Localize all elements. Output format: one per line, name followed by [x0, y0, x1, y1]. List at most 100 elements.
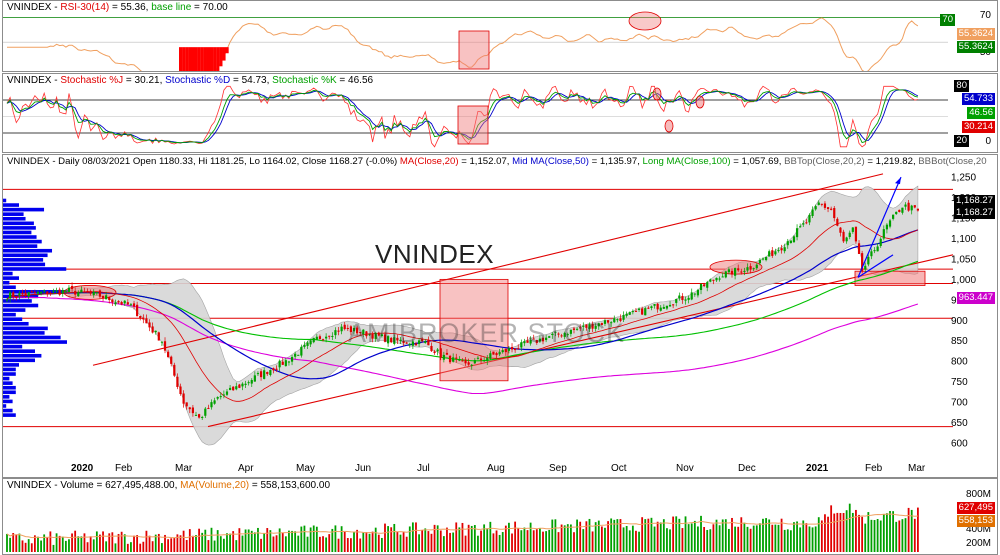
rsi-panel[interactable]: VNINDEX - RSI-30(14) = 55.36, base line …	[2, 0, 998, 72]
candle-body	[501, 350, 504, 353]
candle-body	[157, 332, 160, 341]
candle-body	[761, 258, 765, 260]
stochastic-panel[interactable]: VNINDEX - Stochastic %J = 30.21, Stochas…	[2, 73, 998, 153]
candle-body	[668, 304, 672, 307]
candle-body	[383, 334, 387, 342]
candle-body	[185, 402, 188, 407]
candle-body	[541, 337, 545, 342]
volume-bar	[275, 535, 278, 552]
volume-bar	[213, 540, 216, 552]
volume-bar	[312, 525, 315, 552]
volume-bar	[40, 540, 42, 552]
volume-bar	[740, 517, 743, 552]
volume-profile-bar	[3, 267, 67, 271]
candle-body	[656, 303, 659, 310]
volume-bar	[573, 532, 575, 552]
volume-panel[interactable]: VNINDEX - Volume = 627,495,488.00, MA(Vo…	[2, 478, 998, 555]
candle-body	[111, 299, 114, 303]
candle-body	[334, 330, 337, 336]
candle-body	[300, 346, 303, 356]
stoch-j-line	[6, 85, 918, 148]
candle-body	[368, 334, 371, 336]
rsi-oversold-fill	[179, 47, 183, 71]
volume-profile-bar	[3, 363, 19, 367]
volume-bar	[380, 537, 383, 552]
candle-body	[842, 231, 845, 242]
price-panel[interactable]: VNINDEX - Daily 08/03/2021 Open 1180.33,…	[2, 154, 998, 478]
candle-body	[514, 348, 517, 351]
volume-bar	[697, 526, 699, 552]
rsi-oversold-fill	[194, 47, 198, 71]
volume-profile-bar	[3, 335, 61, 340]
price-axis-label: 1,150	[951, 214, 976, 225]
candle-body	[888, 220, 892, 227]
candle-body	[448, 355, 452, 363]
volume-bar	[377, 534, 380, 552]
volume-bar	[687, 524, 690, 552]
stoch-d-line	[6, 89, 919, 144]
volume-bar	[219, 536, 222, 552]
candle-body	[396, 337, 399, 341]
volume-bar	[712, 524, 715, 552]
trend-channel-line	[92, 173, 884, 366]
candle-body	[752, 268, 755, 270]
candle-body	[687, 297, 690, 300]
candle-body	[572, 328, 576, 330]
volume-bar	[622, 527, 625, 552]
volume-bar	[325, 537, 328, 552]
volume-bar	[424, 528, 427, 552]
volume-bar	[597, 520, 600, 552]
volume-bar	[399, 534, 402, 552]
candle-body	[414, 343, 418, 346]
candle-body	[179, 386, 182, 394]
volume-profile-bar	[3, 226, 36, 230]
volume-bar	[706, 529, 709, 552]
candle-body	[328, 335, 331, 337]
vol-tag-vol: 627,495	[956, 502, 995, 514]
candle-body	[712, 279, 715, 281]
candle-body	[483, 360, 486, 362]
volume-profile-bar	[3, 353, 42, 358]
volume-bar	[319, 536, 321, 552]
volume-profile-bar	[3, 308, 26, 312]
candle-body	[213, 400, 216, 404]
candle-body	[529, 340, 532, 344]
candle-body	[275, 368, 278, 370]
candle-body	[814, 206, 817, 210]
volume-profile-bar	[3, 340, 67, 344]
volume-profile-bar	[3, 303, 39, 308]
candle-body	[228, 387, 232, 390]
candle-body	[312, 337, 315, 343]
candle-body	[665, 305, 669, 309]
volume-bar	[232, 531, 235, 552]
candle-body	[746, 267, 749, 271]
candle-body	[857, 243, 861, 254]
volume-bar	[68, 539, 70, 552]
volume-bar	[33, 535, 36, 552]
candle-body	[58, 289, 61, 295]
candle-body	[114, 302, 117, 305]
volume-bar	[21, 540, 24, 552]
volume-bar	[886, 513, 888, 552]
volume-bar	[876, 518, 879, 552]
volume-bar	[755, 525, 758, 552]
volume-bar	[365, 532, 368, 552]
candle-body	[616, 319, 619, 321]
price-axis-label: 600	[951, 438, 968, 449]
volume-profile-bar	[3, 203, 19, 207]
volume-bar	[250, 530, 253, 552]
volume-bar	[858, 514, 860, 552]
candle-body	[811, 209, 814, 216]
candle-body	[823, 203, 827, 208]
volume-bar	[257, 527, 259, 552]
volume-bar	[148, 535, 151, 552]
volume-profile-bar	[3, 299, 32, 303]
volume-bar	[777, 524, 780, 552]
volume-bar	[263, 533, 266, 552]
date-axis-label: 2021	[806, 463, 829, 474]
candle-body	[613, 318, 616, 323]
stoch-highlight-ellipse	[695, 95, 705, 109]
volume-bar	[675, 516, 678, 552]
candle-body	[120, 302, 123, 305]
volume-bar	[746, 526, 749, 552]
